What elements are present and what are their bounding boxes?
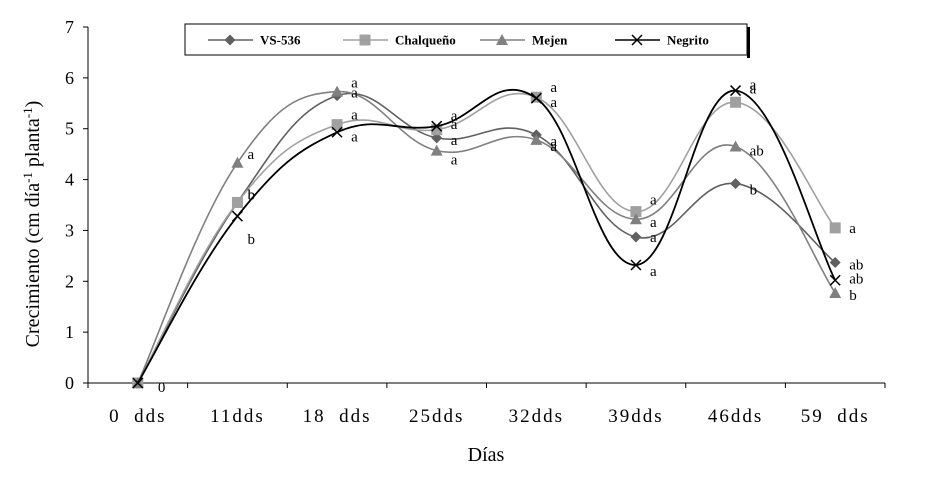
x-tick-label: 11dds [210,406,265,427]
significance-label: a [451,133,458,149]
data-point [331,85,344,97]
significance-label: a [351,108,358,124]
data-point [729,140,742,152]
legend-marker [631,34,643,46]
significance-label: a [650,193,657,209]
x-tick-label: 25dds [409,406,464,427]
data-point [431,124,443,136]
y-tick-label: 0 [65,373,74,393]
series-line [137,92,836,384]
significance-label: b [247,187,255,203]
significance-label: a [849,221,856,237]
significance-label: a [750,78,757,94]
significance-label: b [247,232,255,248]
x-tick-label: 46dds [708,406,763,427]
axes: 0 1 2 3 4 5 6 7 0 dds 11dds 18 dds 25dds 32dds 39dds 4… [65,17,886,427]
significance-label: a [550,139,557,155]
significance-label: b [750,183,758,199]
data-point [730,178,742,190]
y-tick-label: 4 [65,170,74,190]
significance-label: a [650,215,657,231]
data-point [132,377,144,389]
data-point [231,156,244,168]
series-line [137,92,836,384]
significance-label: ab [849,271,863,287]
data-point [829,256,841,268]
data-point [730,85,742,97]
y-tick-label: 7 [65,17,74,37]
data-point [430,144,443,156]
y-tick-label: 5 [65,119,74,139]
legend-marker [224,34,236,46]
significance-label: a [451,153,458,169]
significance-label: a [351,76,358,92]
significance-label: b [849,288,857,304]
series-negrito [132,85,841,389]
data-point [630,231,642,243]
legend-marker [496,34,508,45]
series-line [137,90,836,384]
legend-item: Negrito [615,33,709,48]
legend-item: Mejen [480,33,568,48]
y-tick-label: 1 [65,322,74,342]
x-tick-label: 18 dds [303,406,372,427]
significance-label: a [750,81,757,97]
data-point [730,96,742,108]
data-point [231,196,243,208]
x-tick-label: 59 dds [801,406,870,427]
legend-label: Negrito [667,33,709,48]
legend-box-shadow [747,27,750,58]
data-point [331,119,343,131]
legend-label: Chalqueño [395,33,456,48]
series-line [137,88,836,384]
series-chalque-o [132,91,841,389]
significance-label: ab [849,257,863,273]
significance-label: a [451,109,458,125]
significance-label: a [550,134,557,150]
legend-item: Chalqueño [343,33,456,48]
data-point [829,274,841,286]
legend: VS-536 Chalqueño Mejen Negrito [184,23,750,58]
data-point [530,92,542,104]
y-tick-label: 3 [65,220,74,240]
significance-label: a [650,264,657,280]
y-axis-title: Crecimiento (cm día-1 planta-1) [20,101,44,348]
data-point [629,213,642,225]
series-mejen [131,85,842,388]
significance-label: a [351,86,358,102]
significance-label: a [550,80,557,96]
significance-label: a [550,95,557,111]
x-tick-label: 0 dds [109,406,166,427]
data-point [630,259,642,271]
significance-label: 0 [158,380,166,396]
series-vs-536 [132,90,841,389]
legend-item: VS-536 [208,33,301,48]
legend-marker [359,34,371,46]
x-axis-title: Días [468,444,505,466]
significance-label: a [247,147,254,163]
data-point [331,126,343,138]
significance-label: a [451,117,458,133]
significance-label: a [650,230,657,246]
x-tick-label: 32dds [509,406,564,427]
data-point [829,286,842,298]
significance-label: b [247,187,255,203]
y-tick-label: 6 [65,68,74,88]
x-tick-label: 39dds [608,406,663,427]
data-point [630,206,642,218]
data-point [431,120,443,132]
series-layer [131,85,842,389]
y-tick-label: 2 [65,271,74,291]
data-point [231,210,243,222]
data-point [829,222,841,234]
significance-label: ab [750,144,764,160]
data-point [530,133,543,145]
significance-label: a [351,129,358,145]
legend-label: VS-536 [260,33,301,48]
legend-label: Mejen [532,33,568,48]
